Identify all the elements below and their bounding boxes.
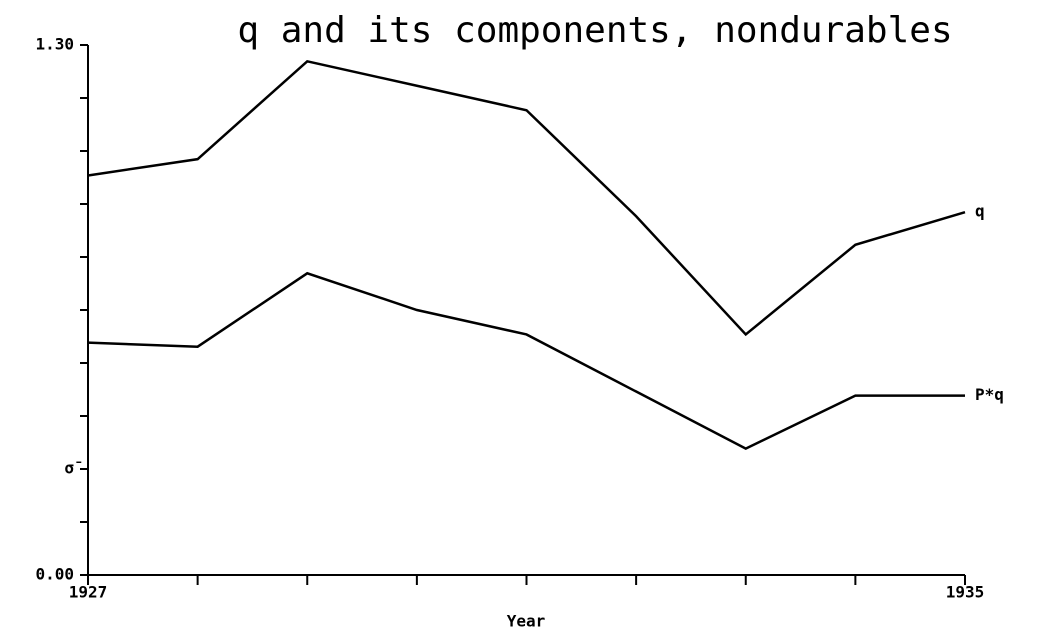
line	[87, 271, 965, 451]
series-label: q	[975, 202, 985, 221]
series-label: P*q	[975, 385, 1004, 404]
chart-title: q and its components, nondurables	[237, 10, 952, 51]
y-tick-label: 1.30	[35, 35, 74, 54]
y-tick-label: σ̄	[64, 459, 82, 478]
y-tick-label: 0.00	[35, 565, 74, 584]
x-tick-label: 1927	[69, 583, 108, 602]
x-tick-label: 1935	[946, 583, 985, 602]
x-axis-label: Year	[507, 612, 546, 631]
line	[87, 59, 966, 337]
